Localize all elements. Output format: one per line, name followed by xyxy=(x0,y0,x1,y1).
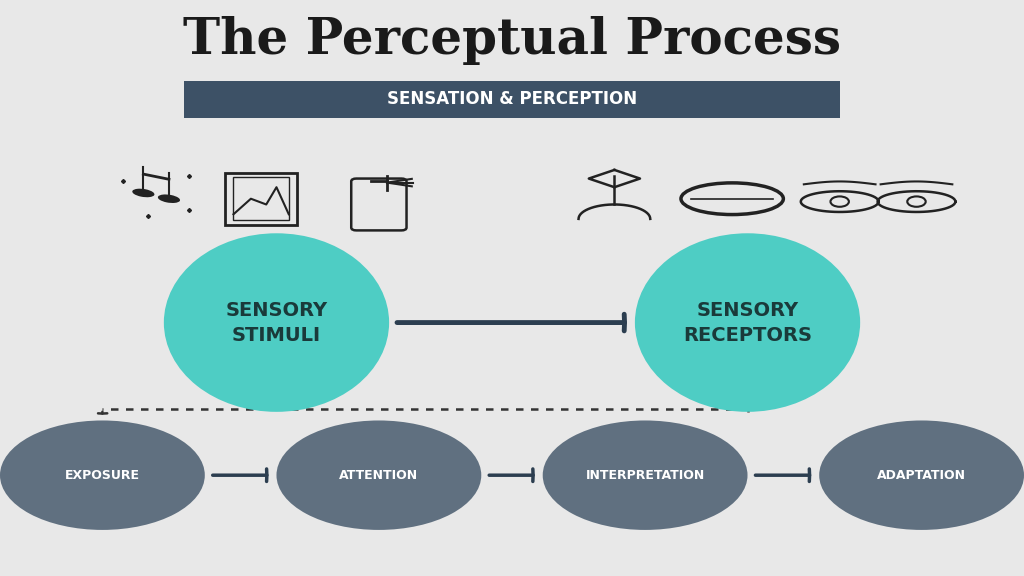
Text: EXPOSURE: EXPOSURE xyxy=(65,469,140,482)
Text: SENSORY
STIMULI: SENSORY STIMULI xyxy=(225,301,328,344)
FancyBboxPatch shape xyxy=(184,81,840,118)
Ellipse shape xyxy=(158,195,180,203)
Text: SENSATION & PERCEPTION: SENSATION & PERCEPTION xyxy=(387,90,637,108)
Ellipse shape xyxy=(819,420,1024,530)
Ellipse shape xyxy=(164,233,389,412)
Ellipse shape xyxy=(276,420,481,530)
Text: The Perceptual Process: The Perceptual Process xyxy=(183,16,841,65)
Text: SENSORY
RECEPTORS: SENSORY RECEPTORS xyxy=(683,301,812,344)
Text: ADAPTATION: ADAPTATION xyxy=(878,469,966,482)
Ellipse shape xyxy=(132,189,155,197)
Ellipse shape xyxy=(0,420,205,530)
Ellipse shape xyxy=(635,233,860,412)
Text: INTERPRETATION: INTERPRETATION xyxy=(586,469,705,482)
Ellipse shape xyxy=(543,420,748,530)
Text: ATTENTION: ATTENTION xyxy=(339,469,419,482)
